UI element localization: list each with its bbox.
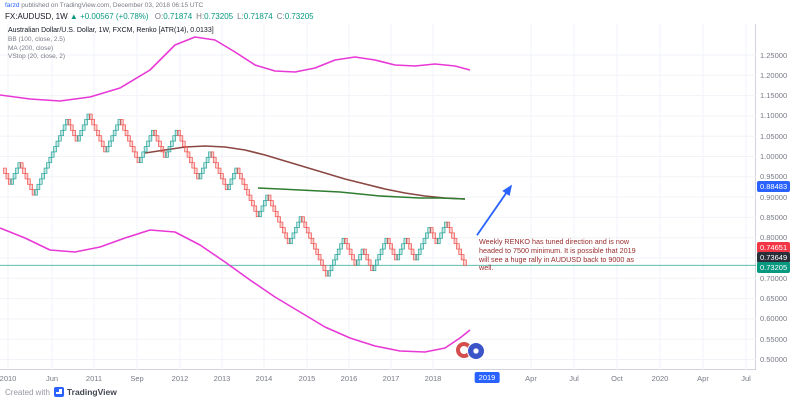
ohlc-label: O: (154, 12, 164, 21)
time-badge: 2019 (474, 372, 500, 383)
ohlc-label: C: (276, 12, 285, 21)
trend-arrow-drawing[interactable] (476, 184, 513, 236)
vstop-line[interactable] (257, 187, 466, 200)
price-axis[interactable]: 1.25000 1.20000 1.15000 1.10000 1.05000 1.000… (756, 24, 800, 370)
bb-lower-line[interactable] (0, 227, 471, 353)
avatar-blue-circle (467, 342, 485, 360)
price-axis-label: 1.20000 (760, 70, 788, 80)
text-annotation-drawing[interactable]: Weekly RENKO has tuned direction and is … (479, 237, 636, 273)
ohlc-value: 0.73205 (204, 12, 234, 21)
legend-symbol-title[interactable]: Australian Dollar/U.S. Dollar, 1W, FXCM,… (8, 27, 214, 34)
ohlc-values: O:0.71874 H:0.73205 L:0.71874 C:0.73205 (151, 12, 314, 21)
price-badge: 0.88483 (757, 180, 791, 192)
price-axis-label: 1.15000 (760, 91, 788, 101)
price-axis-label: 0.50000 (760, 355, 788, 364)
tradingview-brand-name: TradingView (66, 387, 117, 397)
publish-info-text: published on TradingView.com, December 0… (19, 2, 204, 9)
chart-legend: Australian Dollar/U.S. Dollar, 1W, FXCM,… (8, 27, 214, 62)
time-axis-label: Apr (525, 374, 537, 383)
chart-canvas[interactable] (0, 0, 756, 370)
created-with-watermark: Created with TradingView (5, 385, 117, 399)
snapshot-header: farzd published on TradingView.com, Dece… (0, 0, 800, 24)
price-axis-label: 0.80000 (760, 233, 788, 243)
ohlc-value: 0.73205 (284, 12, 314, 21)
time-axis-label: 2011 (85, 374, 103, 383)
grid-lines (0, 24, 756, 370)
price-axis-label: 0.95000 (760, 172, 788, 182)
legend-indicator-list: BB (100, close, 2.5) MA (200, close) VStop… (8, 36, 214, 62)
bb-upper-line[interactable] (0, 36, 471, 102)
price-axis-label: 1.10000 (760, 111, 788, 121)
price-axis-label: 0.55000 (760, 334, 788, 344)
change-arrow-icon: ▲ (69, 12, 78, 21)
change-value: +0.00567 (+0.78%) (80, 12, 149, 21)
price-badge: 0.73205 (757, 261, 791, 273)
legend-indicator-row[interactable]: BB (100, close, 2.5) (8, 36, 66, 43)
ohlc-label: H: (196, 12, 205, 21)
time-axis-label: 2016 (340, 374, 358, 383)
price-axis-label: 0.60000 (760, 314, 788, 324)
time-axis-label: 2015 (298, 374, 316, 383)
symbol-line: FX:AUDUSD, 1W ▲ +0.00567 (+0.78%) O:0.71… (5, 12, 314, 21)
price-axis-label: 0.70000 (760, 273, 788, 283)
symbol-title[interactable]: FX:AUDUSD, 1W (5, 12, 68, 21)
created-with-label: Created with (5, 387, 50, 397)
time-axis-label: Jun (45, 374, 59, 383)
price-axis-label: 1.00000 (760, 152, 788, 161)
time-axis-label: Jul (569, 374, 579, 383)
price-axis-label: 1.25000 (760, 50, 788, 60)
price-axis-label: 1.05000 (760, 131, 788, 141)
legend-indicator-row[interactable]: VStop (20, close, 2) (8, 53, 66, 60)
legend-indicator-row[interactable]: MA (200, close) (8, 44, 54, 52)
ohlc-value: 0.71874 (163, 12, 193, 21)
tradingview-brand-link[interactable]: TradingView (53, 387, 117, 397)
publish-line: farzd published on TradingView.com, Dece… (5, 2, 203, 9)
time-axis-label: 2018 (424, 374, 442, 383)
time-axis[interactable]: 2010 Jun 2011 Sep 2012 2013 2014 2015 2016 2017 20… (0, 370, 756, 386)
author-link[interactable]: farzd (5, 2, 20, 9)
ma-200-line[interactable] (144, 145, 466, 200)
time-axis-label: 2017 (382, 374, 400, 383)
chart-pane[interactable]: Australian Dollar/U.S. Dollar, 1W, FXCM,… (0, 0, 756, 370)
price-badge: 0.74651 (757, 241, 791, 253)
price-badge: 0.73649 (757, 251, 791, 263)
author-avatar-watermark (456, 342, 485, 360)
time-axis-label: Sep (130, 374, 144, 383)
renko-bricks (3, 113, 467, 277)
time-axis-label: 2014 (255, 374, 273, 383)
time-axis-label: Jul (741, 374, 751, 383)
price-axis-label: 0.85000 (760, 212, 788, 222)
time-axis-label: 2012 (171, 374, 189, 383)
time-axis-label: 2010 (0, 374, 17, 383)
price-axis-label: 0.65000 (760, 294, 788, 304)
price-axis-label: 0.90000 (760, 192, 788, 202)
time-axis-label: Oct (611, 374, 623, 383)
tradingview-logo-icon (53, 387, 64, 397)
time-axis-label: 2013 (213, 374, 231, 383)
time-axis-label: Apr (697, 374, 709, 383)
ohlc-value: 0.71874 (243, 12, 273, 21)
ohlc-label: L: (237, 12, 244, 21)
time-axis-label: 2020 (651, 374, 669, 383)
